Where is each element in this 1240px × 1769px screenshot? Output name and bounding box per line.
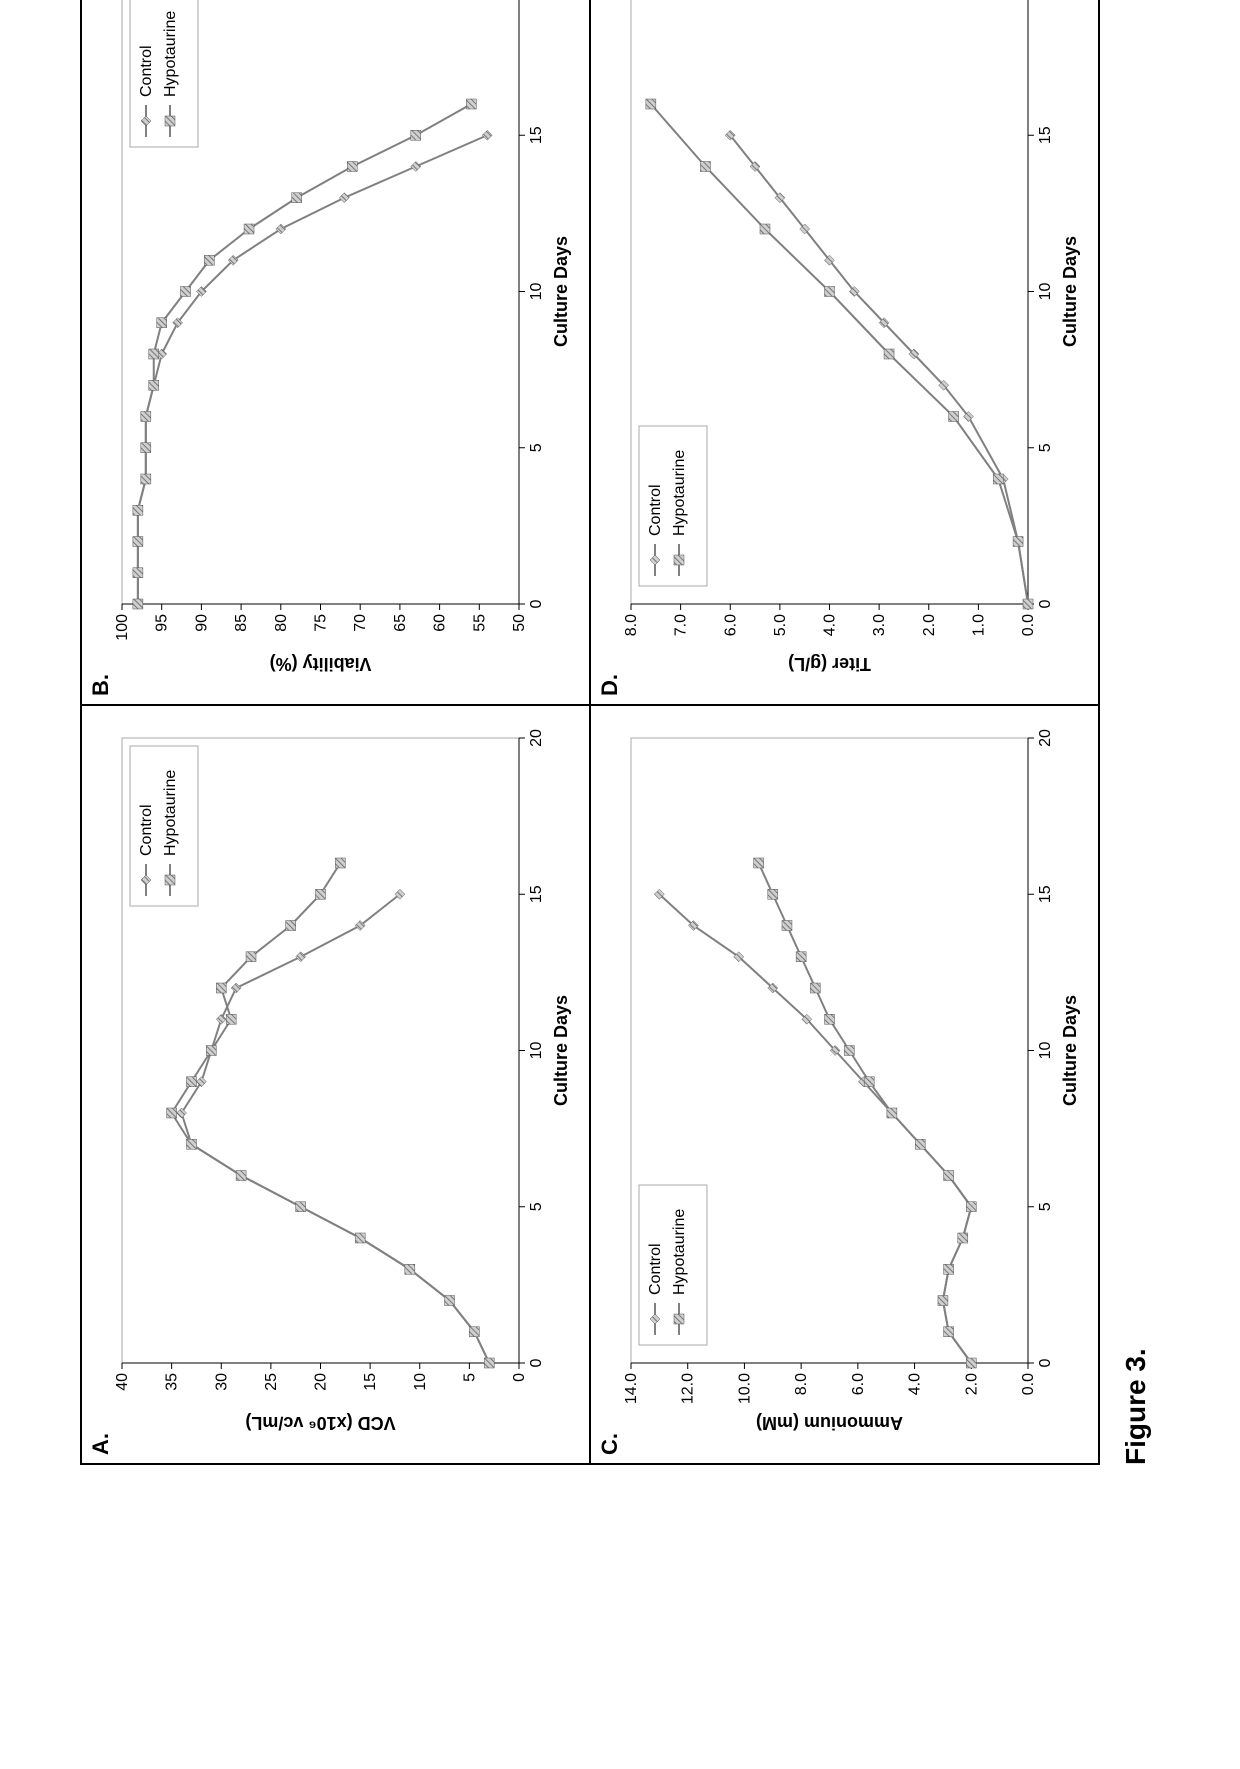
svg-text:Control: Control <box>647 1243 664 1295</box>
svg-text:30: 30 <box>213 1372 230 1390</box>
svg-text:Hypotaurine: Hypotaurine <box>162 769 179 855</box>
svg-text:0: 0 <box>1037 1358 1054 1367</box>
panel-b: B. 5055606570758085909510005101520Cultur… <box>81 0 590 705</box>
svg-text:Viability (%): Viability (%) <box>270 654 372 674</box>
svg-text:10: 10 <box>412 1372 429 1390</box>
svg-text:65: 65 <box>392 613 409 631</box>
svg-text:Control: Control <box>138 804 155 856</box>
svg-text:5.0: 5.0 <box>772 613 789 635</box>
panel-d-label: D. <box>597 674 623 696</box>
svg-text:Hypotaurine: Hypotaurine <box>671 1208 688 1294</box>
svg-text:Culture Days: Culture Days <box>1060 994 1080 1105</box>
svg-text:Culture Days: Culture Days <box>551 994 571 1105</box>
svg-text:6.0: 6.0 <box>722 613 739 635</box>
svg-text:0: 0 <box>511 1372 528 1381</box>
svg-text:4.0: 4.0 <box>907 1372 924 1394</box>
panel-a-label: A. <box>88 1433 114 1455</box>
svg-text:Titer (g/L): Titer (g/L) <box>788 654 871 674</box>
svg-text:20: 20 <box>313 1372 330 1390</box>
svg-text:0: 0 <box>1037 599 1054 608</box>
svg-text:Hypotaurine: Hypotaurine <box>671 449 688 535</box>
panel-d: D. 0.01.02.03.04.05.06.07.08.005101520Cu… <box>590 0 1099 705</box>
chart-b: 5055606570758085909510005101520Culture D… <box>114 0 579 676</box>
chart-d: 0.01.02.03.04.05.06.07.08.005101520Cultu… <box>623 0 1088 676</box>
chart-c: 0.0 2.0 4.0 6.0 8.0 10.0 12.0 14.0 0 5 10 15 20 Cultu… <box>623 724 1088 1435</box>
svg-text:3.0: 3.0 <box>871 613 888 635</box>
svg-text:10: 10 <box>528 282 545 300</box>
panel-c: C. 0.0 2.0 4.0 6.0 8.0 10.0 12.0 14.0 0 5 10 15 20 Cu… <box>590 705 1099 1464</box>
svg-text:10: 10 <box>1037 1041 1054 1059</box>
svg-text:35: 35 <box>164 1372 181 1390</box>
svg-text:90: 90 <box>193 613 210 631</box>
svg-text:15: 15 <box>362 1372 379 1390</box>
svg-text:VCD (x10⁶ vc/mL): VCD (x10⁶ vc/mL) <box>245 1413 395 1433</box>
svg-text:5: 5 <box>528 443 545 452</box>
svg-text:15: 15 <box>1037 126 1054 144</box>
svg-text:100: 100 <box>114 613 131 640</box>
svg-text:0: 0 <box>528 1358 545 1367</box>
svg-text:60: 60 <box>432 613 449 631</box>
svg-text:75: 75 <box>313 613 330 631</box>
svg-text:10: 10 <box>528 1041 545 1059</box>
svg-text:20: 20 <box>1037 729 1054 747</box>
svg-text:Control: Control <box>138 45 155 97</box>
svg-text:0: 0 <box>528 599 545 608</box>
svg-text:8.0: 8.0 <box>623 613 640 635</box>
svg-text:15: 15 <box>528 126 545 144</box>
svg-text:0.0: 0.0 <box>1020 1372 1037 1394</box>
svg-text:Culture Days: Culture Days <box>551 235 571 346</box>
figure-grid: A. 0 5 10 15 20 25 30 35 40 0 5 10 15 20 Culture Days V… <box>80 0 1100 1465</box>
svg-text:12.0: 12.0 <box>680 1372 697 1403</box>
panel-b-label: B. <box>88 674 114 696</box>
svg-text:1.0: 1.0 <box>970 613 987 635</box>
chart-a: 0 5 10 15 20 25 30 35 40 0 5 10 15 20 Culture Days VCD … <box>114 724 579 1435</box>
svg-text:2.0: 2.0 <box>963 1372 980 1394</box>
figure-caption: Figure 3. <box>1120 1348 1152 1465</box>
svg-text:55: 55 <box>471 613 488 631</box>
svg-text:Ammonium (mM): Ammonium (mM) <box>756 1413 903 1433</box>
svg-text:14.0: 14.0 <box>623 1372 640 1403</box>
svg-text:85: 85 <box>233 613 250 631</box>
svg-text:2.0: 2.0 <box>921 613 938 635</box>
svg-text:7.0: 7.0 <box>673 613 690 635</box>
svg-text:0.0: 0.0 <box>1020 613 1037 635</box>
svg-text:95: 95 <box>154 613 171 631</box>
svg-text:5: 5 <box>1037 1202 1054 1211</box>
svg-text:Hypotaurine: Hypotaurine <box>162 10 179 96</box>
svg-text:5: 5 <box>528 1202 545 1211</box>
svg-text:5: 5 <box>461 1372 478 1381</box>
svg-text:8.0: 8.0 <box>793 1372 810 1394</box>
svg-text:80: 80 <box>273 613 290 631</box>
svg-text:15: 15 <box>1037 885 1054 903</box>
svg-text:6.0: 6.0 <box>850 1372 867 1394</box>
svg-text:4.0: 4.0 <box>822 613 839 635</box>
svg-text:40: 40 <box>114 1372 131 1390</box>
svg-text:Culture Days: Culture Days <box>1060 235 1080 346</box>
svg-text:50: 50 <box>511 613 528 631</box>
svg-text:10.0: 10.0 <box>736 1372 753 1403</box>
svg-text:15: 15 <box>528 885 545 903</box>
svg-text:20: 20 <box>528 729 545 747</box>
svg-text:25: 25 <box>263 1372 280 1390</box>
panel-c-label: C. <box>597 1433 623 1455</box>
svg-text:10: 10 <box>1037 282 1054 300</box>
svg-text:70: 70 <box>352 613 369 631</box>
panel-a: A. 0 5 10 15 20 25 30 35 40 0 5 10 15 20 Culture Days V… <box>81 705 590 1464</box>
svg-text:5: 5 <box>1037 443 1054 452</box>
svg-text:Control: Control <box>647 484 664 536</box>
